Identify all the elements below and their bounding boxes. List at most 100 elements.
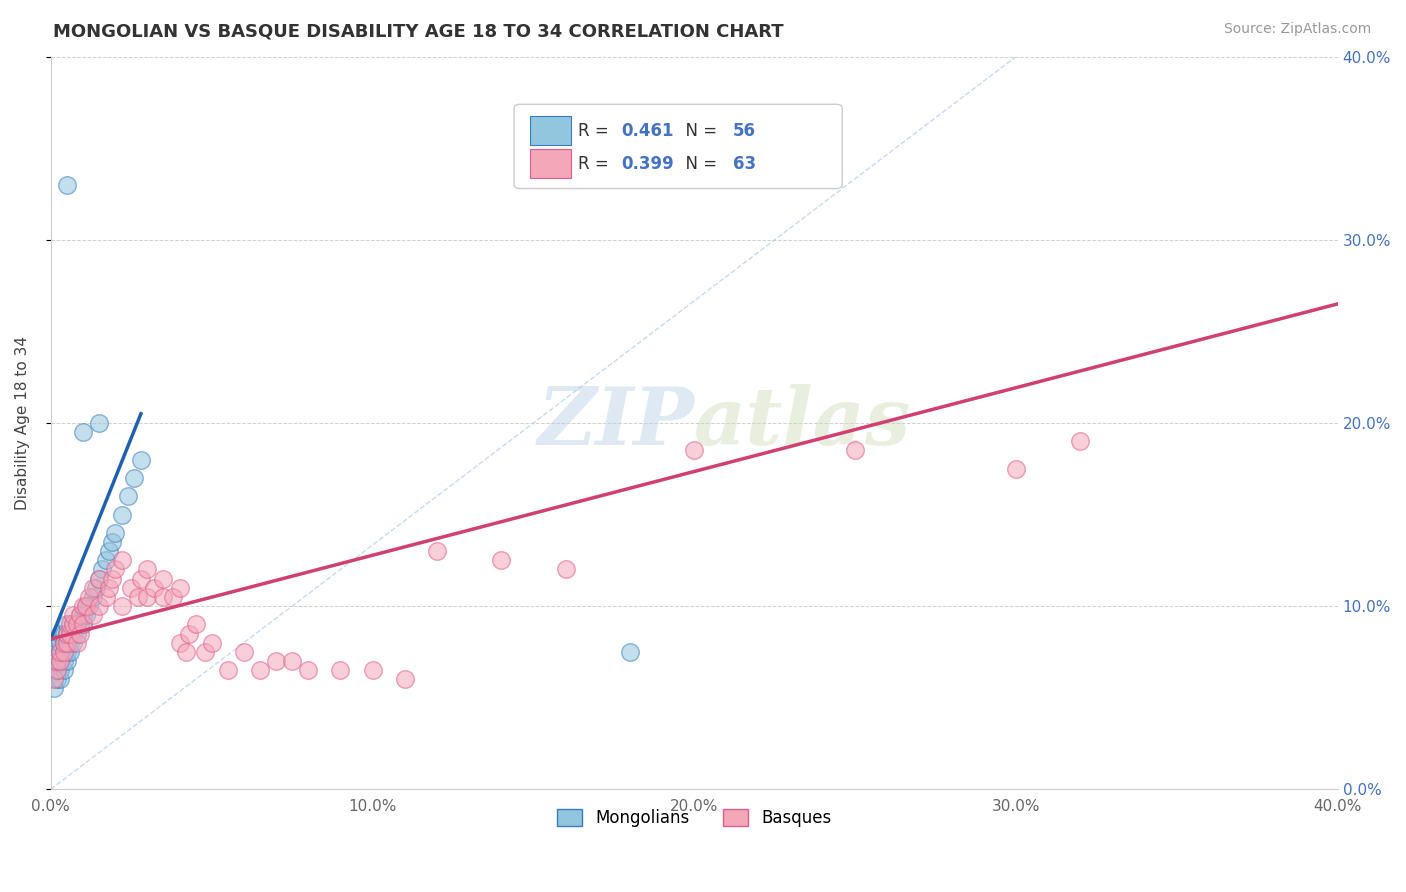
Point [49, 636, 72, 650]
Point [84, 581, 107, 595]
Point [110, 599, 132, 613]
Point [87, 572, 110, 586]
Point [65, 636, 87, 650]
Point [82, 581, 104, 595]
Point [129, 572, 152, 586]
Point [56, 654, 79, 668]
Point [56, 626, 79, 640]
Point [72, 617, 94, 632]
Text: N =: N = [675, 154, 723, 173]
Point [217, 663, 239, 677]
Point [46, 673, 69, 687]
Text: N =: N = [675, 121, 723, 140]
Point [56, 636, 79, 650]
Point [56, 636, 79, 650]
Point [49, 654, 72, 668]
Text: 63: 63 [733, 154, 756, 173]
Point [75, 608, 97, 623]
Point [46, 663, 69, 677]
Point [56, 645, 79, 659]
Point [42, 645, 65, 659]
Y-axis label: Disability Age 18 to 34: Disability Age 18 to 34 [15, 336, 30, 510]
Point [62, 617, 84, 632]
Point [42, 681, 65, 696]
Point [1005, 461, 1028, 475]
Point [65, 626, 87, 640]
Text: Source: ZipAtlas.com: Source: ZipAtlas.com [1223, 22, 1371, 37]
Point [56, 178, 79, 192]
Point [52, 626, 75, 640]
Point [56, 626, 79, 640]
Point [72, 608, 94, 623]
Point [94, 590, 117, 604]
Point [844, 443, 866, 458]
Point [69, 626, 91, 640]
FancyBboxPatch shape [530, 116, 571, 145]
Point [683, 443, 706, 458]
Point [46, 654, 69, 668]
Point [152, 572, 174, 586]
Point [194, 645, 217, 659]
Point [59, 626, 82, 640]
Point [62, 617, 84, 632]
Point [129, 452, 152, 467]
Text: R =: R = [578, 154, 614, 173]
Point [101, 535, 124, 549]
Point [65, 617, 87, 632]
Point [104, 562, 127, 576]
Point [104, 525, 127, 540]
Point [52, 645, 75, 659]
Point [489, 553, 512, 567]
Text: 0.399: 0.399 [621, 154, 673, 173]
Point [361, 663, 384, 677]
Point [59, 636, 82, 650]
Point [79, 599, 101, 613]
Point [297, 663, 319, 677]
Point [329, 663, 352, 677]
Point [152, 590, 174, 604]
Point [52, 654, 75, 668]
Point [91, 562, 114, 576]
Point [101, 572, 124, 586]
Point [97, 581, 120, 595]
Point [87, 599, 110, 613]
Point [56, 617, 79, 632]
FancyBboxPatch shape [515, 104, 842, 188]
Point [69, 608, 91, 623]
Point [59, 645, 82, 659]
Point [82, 608, 104, 623]
Point [59, 617, 82, 632]
Point [82, 590, 104, 604]
Point [42, 673, 65, 687]
Point [49, 663, 72, 677]
Point [49, 673, 72, 687]
Point [42, 654, 65, 668]
Point [87, 572, 110, 586]
Point [281, 654, 304, 668]
Point [75, 599, 97, 613]
Point [62, 636, 84, 650]
Point [46, 663, 69, 677]
Point [46, 636, 69, 650]
Point [49, 645, 72, 659]
Point [49, 654, 72, 668]
Point [249, 663, 271, 677]
Point [120, 581, 142, 595]
Point [46, 645, 69, 659]
Point [49, 645, 72, 659]
Point [52, 663, 75, 677]
Point [169, 581, 191, 595]
Point [124, 471, 146, 485]
Text: MONGOLIAN VS BASQUE DISABILITY AGE 18 TO 34 CORRELATION CHART: MONGOLIAN VS BASQUE DISABILITY AGE 18 TO… [53, 22, 785, 40]
Point [87, 416, 110, 430]
Point [72, 425, 94, 439]
Point [554, 562, 576, 576]
Point [142, 581, 165, 595]
Point [59, 626, 82, 640]
Point [62, 626, 84, 640]
Point [65, 617, 87, 632]
Point [117, 489, 139, 503]
Point [72, 599, 94, 613]
Point [94, 553, 117, 567]
Point [79, 590, 101, 604]
